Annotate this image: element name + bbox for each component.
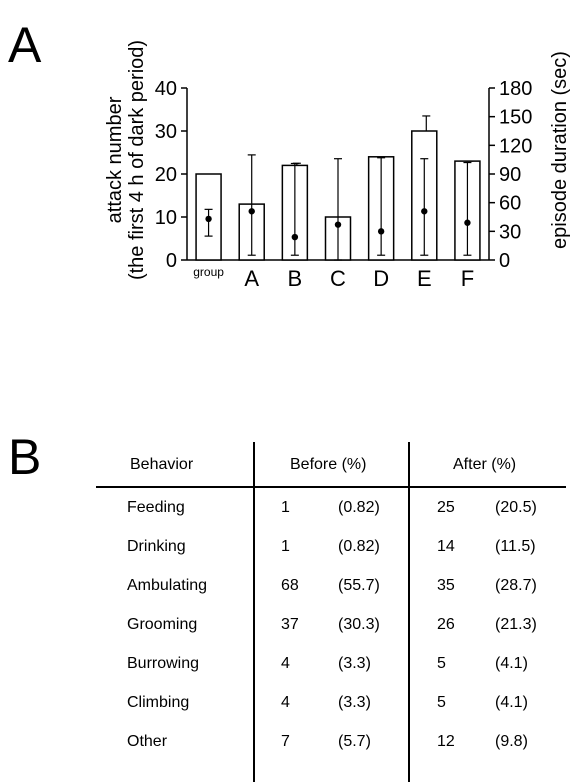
cell-behavior: Burrowing — [127, 655, 200, 672]
header-rule — [96, 486, 566, 488]
point-C — [334, 221, 342, 228]
y-axis-label-line-2: (the first 4 h of dark period) — [126, 40, 148, 280]
cell-behavior: Ambulating — [127, 577, 208, 594]
point-A — [248, 208, 255, 215]
right-tick-label: 60 — [499, 193, 521, 215]
x-tick-label-group: group — [193, 265, 224, 279]
x-tick-label-D: D — [373, 266, 389, 291]
panel-a-letter: A — [8, 17, 42, 73]
left-tick-label: 30 — [155, 121, 177, 143]
cell-before-pct: (55.7) — [338, 577, 380, 594]
cell-after-count: 25 — [437, 499, 455, 516]
right-tick-label: 180 — [499, 78, 532, 100]
after-divider — [408, 442, 410, 782]
x-tick-label-B: B — [288, 266, 303, 291]
point-group — [205, 215, 212, 223]
left-tick-label: 20 — [155, 164, 177, 186]
before-divider — [253, 442, 255, 782]
cell-before-count: 7 — [281, 733, 290, 750]
x-tick-label-A: A — [244, 266, 259, 291]
x-tick-label-E: E — [417, 266, 432, 291]
cell-after-count: 12 — [437, 733, 455, 750]
cell-before-pct: (0.82) — [338, 499, 380, 516]
x-tick-label-C: C — [330, 266, 346, 291]
cell-behavior: Grooming — [127, 616, 198, 633]
cell-before-count: 1 — [281, 538, 290, 555]
cell-before-pct: (3.3) — [338, 694, 371, 711]
cell-behavior: Feeding — [127, 499, 185, 516]
chart-axes: 0 10 20 30 40 0 30 60 90 120 150 180 — [155, 78, 533, 272]
cell-behavior: Climbing — [127, 694, 190, 711]
bar-chart: 0 10 20 30 40 0 30 60 90 120 150 180 group A B C D E Fatt… — [104, 40, 571, 291]
y2-axis-label: episode duration (sec) — [549, 51, 571, 249]
left-tick-label: 0 — [166, 250, 177, 272]
cell-behavior: Other — [127, 733, 168, 750]
point-F — [464, 219, 471, 226]
left-tick-label: 40 — [155, 78, 177, 100]
cell-after-pct: (9.8) — [495, 733, 528, 750]
cell-before-pct: (0.82) — [338, 538, 380, 555]
cell-before-count: 68 — [281, 577, 299, 594]
left-tick-label: 10 — [155, 207, 177, 229]
cell-before-count: 4 — [281, 655, 290, 672]
point-D — [377, 228, 385, 235]
point-B — [291, 233, 299, 241]
right-tick-label: 90 — [499, 164, 521, 186]
cell-before-count: 4 — [281, 694, 290, 711]
cell-after-count: 5 — [437, 655, 446, 672]
right-tick-label: 150 — [499, 107, 532, 129]
cell-after-count: 5 — [437, 694, 446, 711]
cell-after-count: 35 — [437, 577, 455, 594]
cell-before-pct: (5.7) — [338, 733, 371, 750]
header-behavior: Behavior — [130, 456, 194, 473]
y-axis-label-line-1: attack number — [104, 96, 126, 223]
point-E — [421, 208, 428, 215]
header-before: Before (%) — [290, 456, 367, 473]
right-tick-label: 0 — [499, 250, 510, 272]
panel-b-letter: B — [8, 429, 42, 485]
cell-after-pct: (4.1) — [495, 655, 528, 672]
header-after: After (%) — [453, 456, 517, 473]
cell-after-pct: (28.7) — [495, 577, 537, 594]
point-series — [204, 154, 472, 261]
cell-before-count: 1 — [281, 499, 290, 516]
right-tick-label: 30 — [499, 221, 521, 243]
cell-after-pct: (20.5) — [495, 499, 537, 516]
cell-before-pct: (30.3) — [338, 616, 380, 633]
x-tick-label-F: F — [461, 266, 474, 291]
cell-after-pct: (11.5) — [495, 538, 536, 555]
cell-after-pct: (21.3) — [495, 616, 537, 633]
cell-before-pct: (3.3) — [338, 655, 371, 672]
cell-behavior: Drinking — [127, 538, 186, 555]
right-tick-label: 120 — [499, 135, 532, 157]
cell-after-count: 14 — [437, 538, 455, 555]
cell-before-count: 37 — [281, 616, 299, 633]
cell-after-pct: (4.1) — [495, 694, 528, 711]
cell-after-count: 26 — [437, 616, 455, 633]
